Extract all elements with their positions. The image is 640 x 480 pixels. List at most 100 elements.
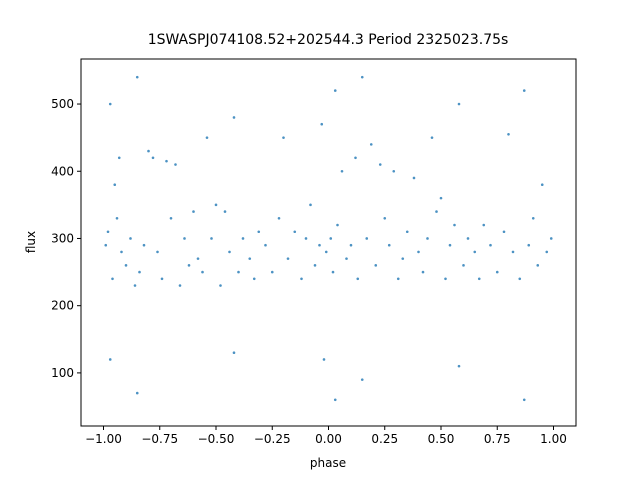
data-point	[286, 257, 290, 260]
x-tick-label: 0.00	[315, 432, 342, 446]
data-point	[111, 277, 114, 281]
x-tick-label: 0.25	[371, 432, 398, 446]
data-point	[147, 149, 150, 153]
data-point	[374, 264, 378, 267]
data-point	[336, 223, 339, 227]
data-point	[183, 237, 186, 240]
data-point	[329, 237, 333, 240]
data-point	[322, 358, 326, 361]
y-tick-label: 500	[51, 97, 74, 111]
data-point	[448, 243, 452, 247]
data-point	[356, 277, 360, 281]
data-point	[257, 230, 261, 234]
data-point	[511, 250, 515, 254]
x-tick-label: −0.50	[198, 432, 235, 446]
data-point	[401, 257, 405, 260]
data-point	[237, 270, 240, 274]
x-tick-label: −1.00	[85, 432, 122, 446]
data-point	[219, 284, 222, 287]
data-point	[426, 237, 429, 240]
x-axis-label: phase	[310, 456, 346, 470]
data-point	[169, 217, 173, 220]
data-point	[417, 250, 420, 254]
data-point	[540, 183, 544, 186]
x-tick-label: 0.75	[484, 432, 511, 446]
data-point	[142, 243, 146, 247]
data-point	[324, 250, 328, 254]
data-point	[115, 217, 119, 220]
data-point	[113, 183, 117, 186]
y-tick-label: 400	[51, 164, 74, 178]
data-point	[293, 230, 297, 234]
data-point	[108, 358, 112, 361]
data-point	[360, 378, 364, 381]
data-point	[392, 169, 396, 173]
data-point	[320, 122, 324, 126]
data-point	[527, 243, 531, 247]
data-point	[277, 217, 281, 220]
data-point	[178, 284, 182, 287]
data-point	[333, 89, 337, 92]
data-point	[333, 398, 337, 402]
data-point	[331, 270, 335, 274]
data-point	[241, 237, 245, 240]
y-axis-label: flux	[24, 231, 38, 253]
data-point	[495, 270, 499, 274]
plot-area	[104, 75, 553, 402]
data-point	[252, 277, 256, 281]
data-point	[365, 237, 369, 240]
data-point	[201, 270, 204, 274]
data-point	[369, 143, 373, 146]
y-tick-label: 300	[51, 231, 74, 245]
data-point	[405, 230, 409, 234]
data-point	[387, 243, 391, 247]
data-point	[444, 277, 447, 281]
data-point	[378, 163, 382, 166]
data-point	[214, 203, 218, 207]
data-point	[151, 156, 155, 160]
data-point	[205, 136, 209, 139]
data-point	[473, 250, 477, 254]
data-point	[313, 264, 317, 267]
data-point	[135, 391, 139, 395]
data-point	[232, 351, 236, 355]
data-point	[522, 89, 526, 92]
data-point	[117, 156, 121, 160]
data-point	[466, 237, 470, 240]
data-point	[304, 237, 308, 240]
x-tick-label: 1.00	[540, 432, 567, 446]
y-tick-label: 200	[51, 299, 74, 313]
data-point	[120, 250, 123, 254]
data-point	[412, 176, 416, 180]
data-point	[192, 210, 195, 213]
data-point	[383, 217, 387, 220]
data-point	[396, 277, 400, 281]
data-point	[489, 243, 492, 247]
data-point	[129, 237, 132, 240]
data-point	[196, 257, 200, 260]
data-point	[124, 264, 128, 267]
data-point	[210, 237, 213, 240]
data-point	[522, 398, 526, 402]
data-point	[435, 210, 438, 213]
data-point	[507, 132, 510, 136]
data-point	[545, 250, 549, 254]
data-point	[282, 136, 285, 139]
data-point	[354, 156, 357, 160]
data-point	[187, 264, 191, 267]
data-point	[300, 277, 303, 281]
data-point	[439, 196, 443, 200]
data-point	[549, 237, 553, 240]
data-point	[248, 257, 252, 260]
data-point	[174, 163, 177, 166]
data-point	[477, 277, 481, 281]
data-point	[457, 364, 461, 368]
data-point	[228, 250, 231, 254]
data-point	[453, 223, 456, 227]
y-tick-label: 100	[51, 366, 74, 380]
data-point	[518, 277, 522, 281]
data-point	[156, 250, 159, 254]
data-point	[223, 210, 227, 213]
data-point	[104, 243, 108, 247]
